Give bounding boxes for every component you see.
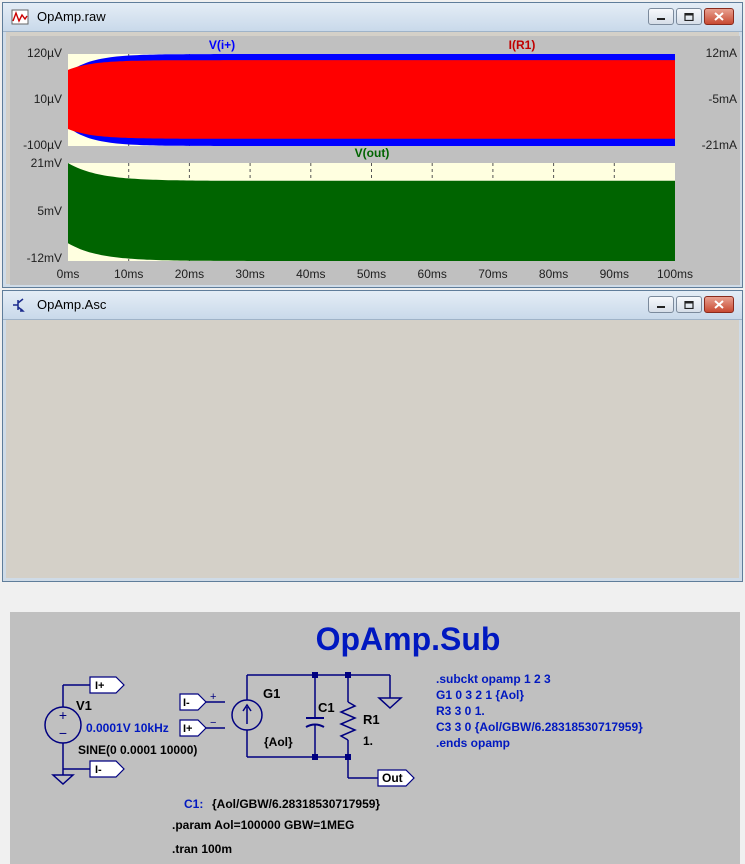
schematic-window[interactable]: OpAmp.Asc OpAmp.Sub + − bbox=[2, 290, 743, 864]
netlist-line: C3 3 0 {Aol/GBW/6.28318530717959} bbox=[436, 720, 643, 734]
left-tick-bottom-0: 21mV bbox=[31, 156, 62, 170]
netlist-line: R3 3 0 1. bbox=[436, 704, 485, 718]
x-tick-label: 90ms bbox=[600, 267, 629, 281]
close-icon bbox=[714, 12, 724, 21]
left-tick-bottom-2: -12mV bbox=[27, 251, 62, 265]
r1-name[interactable]: R1 bbox=[363, 712, 380, 727]
minimize-icon bbox=[657, 17, 665, 20]
c1-expression[interactable]: {Aol/GBW/6.28318530717959} bbox=[212, 797, 380, 811]
svg-text:Out: Out bbox=[382, 771, 403, 785]
waveform-window[interactable]: OpAmp.raw V(i+) I(R1) 120µV 10µV -100µV bbox=[2, 2, 743, 288]
minimize-icon bbox=[657, 305, 665, 308]
x-tick-label: 70ms bbox=[478, 267, 507, 281]
schematic-titlebar[interactable]: OpAmp.Asc bbox=[3, 291, 742, 320]
netlist-line: .subckt opamp 1 2 3 bbox=[436, 672, 551, 686]
x-tick-label: 10ms bbox=[114, 267, 143, 281]
waveform-chart[interactable]: V(i+) I(R1) 120µV 10µV -100µV 12mA -5mA … bbox=[10, 36, 740, 285]
window-title: OpAmp.raw bbox=[37, 9, 106, 24]
port-iplus-input[interactable]: I+ bbox=[179, 719, 207, 737]
trace-label-vout[interactable]: V(out) bbox=[355, 146, 390, 160]
x-tick-label: 80ms bbox=[539, 267, 568, 281]
x-tick-label: 40ms bbox=[296, 267, 325, 281]
waveform-titlebar[interactable]: OpAmp.raw bbox=[3, 3, 742, 32]
minimize-button[interactable] bbox=[648, 296, 674, 313]
vccs-g1[interactable]: + − bbox=[206, 675, 263, 757]
g1-value[interactable]: {Aol} bbox=[264, 735, 293, 749]
close-icon bbox=[714, 300, 724, 309]
left-tick-top-0: 120µV bbox=[27, 46, 62, 60]
maximize-icon bbox=[684, 12, 694, 21]
window-title: OpAmp.Asc bbox=[37, 297, 107, 312]
left-tick-top-2: -100µV bbox=[23, 138, 62, 152]
netlist-line: .ends opamp bbox=[436, 736, 510, 750]
netlist-line: G1 0 3 2 1 {Aol} bbox=[436, 688, 524, 702]
g1-name[interactable]: G1 bbox=[263, 686, 280, 701]
port-iminus-source[interactable]: I- bbox=[89, 760, 125, 778]
port-out[interactable]: Out bbox=[377, 769, 415, 787]
svg-text:−: − bbox=[210, 717, 216, 729]
c1-label[interactable]: C1: bbox=[184, 797, 203, 811]
svg-text:I-: I- bbox=[95, 764, 102, 776]
ground-icon bbox=[51, 774, 75, 786]
port-iminus-input[interactable]: I- bbox=[179, 693, 207, 711]
minimize-button[interactable] bbox=[648, 8, 674, 25]
schematic-drawing[interactable]: OpAmp.Sub + − V1 0.0001V 10kHz SINE(0 0.… bbox=[10, 612, 740, 864]
resistor-r1[interactable] bbox=[339, 701, 357, 741]
x-axis-ticks: 0ms 10ms 20ms 30ms 40ms 50ms 60ms 70ms 80ms 90ms 1… bbox=[57, 267, 693, 281]
close-button[interactable] bbox=[704, 8, 734, 25]
maximize-button[interactable] bbox=[676, 296, 702, 313]
c1-name[interactable]: C1 bbox=[318, 700, 335, 715]
netlist-block[interactable]: .subckt opamp 1 2 3 G1 0 3 2 1 {Aol} R3 … bbox=[436, 672, 643, 750]
schematic-heading[interactable]: OpAmp.Sub bbox=[316, 621, 501, 657]
waveform-plot-area[interactable]: V(i+) I(R1) 120µV 10µV -100µV 12mA -5mA … bbox=[10, 36, 740, 285]
vout-trace bbox=[68, 163, 675, 261]
v1-name[interactable]: V1 bbox=[76, 698, 92, 713]
r1-value[interactable]: 1. bbox=[363, 734, 373, 748]
svg-text:I+: I+ bbox=[95, 680, 104, 692]
x-tick-label: 30ms bbox=[235, 267, 264, 281]
schematic-canvas[interactable]: OpAmp.Sub + − V1 0.0001V 10kHz SINE(0 0.… bbox=[10, 612, 740, 864]
left-tick-top-1: 10µV bbox=[34, 92, 62, 106]
maximize-icon bbox=[684, 300, 694, 309]
x-tick-label: 50ms bbox=[357, 267, 386, 281]
maximize-button[interactable] bbox=[676, 8, 702, 25]
waveform-icon bbox=[11, 9, 29, 25]
trace-label-vi[interactable]: V(i+) bbox=[209, 38, 235, 52]
param-directive[interactable]: .param Aol=100000 GBW=1MEG bbox=[172, 818, 354, 832]
schematic-icon bbox=[13, 298, 25, 312]
close-button[interactable] bbox=[704, 296, 734, 313]
right-tick-1: -5mA bbox=[708, 92, 737, 106]
svg-text:+: + bbox=[210, 691, 216, 703]
right-tick-0: 12mA bbox=[706, 46, 737, 60]
ground-icon bbox=[377, 697, 403, 710]
svg-text:I-: I- bbox=[183, 697, 190, 709]
svg-text:+: + bbox=[59, 707, 67, 723]
x-tick-label: 60ms bbox=[418, 267, 447, 281]
right-tick-2: -21mA bbox=[702, 138, 737, 152]
x-tick-label: 20ms bbox=[175, 267, 204, 281]
svg-text:I+: I+ bbox=[183, 723, 192, 735]
ir1-trace bbox=[68, 60, 675, 139]
x-tick-label: 0ms bbox=[57, 267, 80, 281]
v1-sine[interactable]: SINE(0 0.0001 10000) bbox=[78, 743, 197, 757]
port-iplus-source[interactable]: I+ bbox=[89, 676, 125, 694]
tran-directive[interactable]: .tran 100m bbox=[172, 842, 232, 856]
v1-value[interactable]: 0.0001V 10kHz bbox=[86, 721, 169, 735]
x-tick-label: 100ms bbox=[657, 267, 693, 281]
svg-text:−: − bbox=[59, 725, 67, 741]
left-tick-bottom-1: 5mV bbox=[37, 204, 62, 218]
trace-label-ir1[interactable]: I(R1) bbox=[509, 38, 536, 52]
